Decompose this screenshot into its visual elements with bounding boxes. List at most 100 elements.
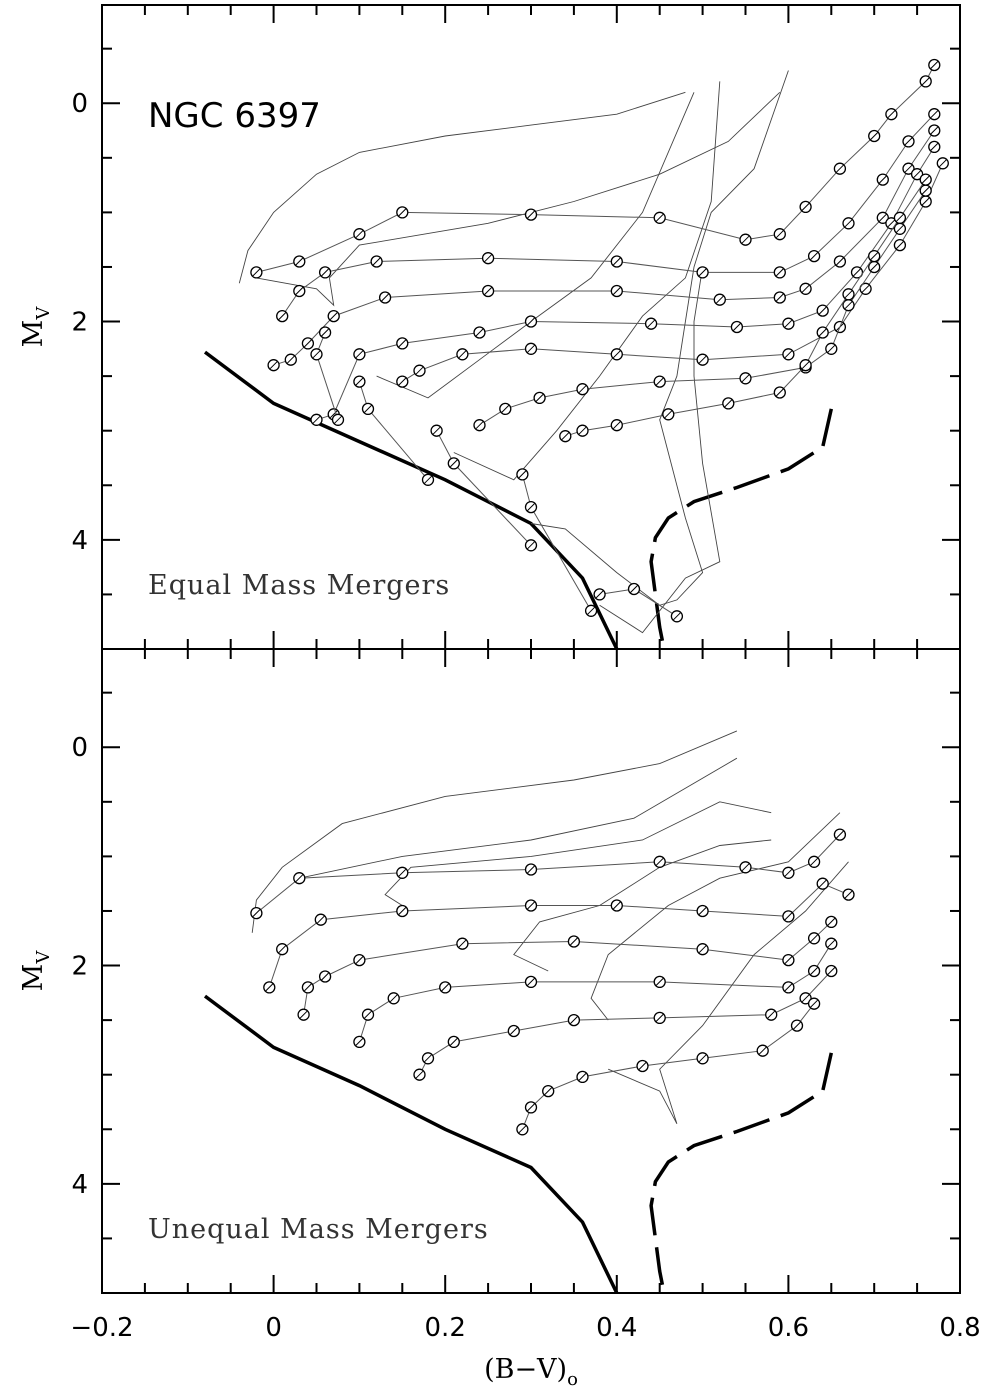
data-point-mark [578,1073,587,1081]
data-point-mark [827,344,836,353]
data-point-mark [887,219,896,228]
data-point-mark [904,137,913,146]
data-point-mark [432,426,441,435]
y-tick-label: 4 [71,526,88,556]
y-tick-label: 4 [71,1170,88,1200]
panel-top: 0 2 4 NGC 6397 Equal Mass Mergers [71,4,961,650]
x-axis-title-main: (B−V) [484,1354,567,1385]
data-point-mark [372,257,381,266]
data-point-mark [252,909,261,917]
data-point-mark [304,339,312,348]
zams-line [203,994,619,1294]
data-point-mark [878,213,887,222]
panel-bottom-series [203,730,855,1294]
data-point-mark [827,918,836,926]
data-point-mark [921,186,930,195]
data-point-mark [364,1010,372,1019]
data-point-mark [758,1046,767,1055]
data-point-mark [638,1062,647,1070]
isochrone-line [316,146,935,421]
data-point-mark [316,915,325,924]
data-point-mark [595,590,604,599]
data-point-mark [784,912,793,921]
data-point-mark [810,967,818,975]
isochrone-line [521,1003,815,1130]
data-point-mark [673,612,681,621]
data-point-mark [424,475,432,484]
data-point-mark [733,323,741,331]
data-point-mark [458,939,467,948]
data-point-mark [698,1054,707,1063]
data-point-mark [501,405,510,413]
data-point-mark [355,1038,364,1046]
data-point-mark [896,224,904,233]
data-point-mark [441,983,450,992]
data-point-mark [930,110,939,119]
data-point-mark [484,254,492,263]
data-point-mark [870,252,879,260]
data-point-mark [355,230,364,239]
data-point-mark [312,350,321,359]
y-axis-title-bottom: MV [18,950,54,992]
data-point-mark [561,432,570,441]
x-tick-label: 0.8 [939,1313,980,1343]
data-point-mark [527,541,535,550]
data-point-mark [544,1087,553,1095]
data-point-mark [304,983,312,992]
data-point-mark [389,994,398,1003]
data-point-mark [527,978,535,986]
data-point-mark [527,317,535,326]
isochrone-line [256,64,935,273]
y-tick-label: 0 [71,89,88,119]
data-point-mark [801,284,810,293]
data-point-mark [793,1021,801,1030]
data-point-mark [698,268,707,277]
data-point-mark [398,907,407,915]
data-point-mark [286,355,295,364]
data-point-mark [518,470,527,479]
data-point-mark [921,77,930,86]
data-point-mark [612,901,621,910]
data-point-mark [801,994,810,1003]
data-point-mark [810,999,818,1008]
data-point-mark [295,287,304,295]
data-point-mark [913,170,921,179]
data-point-mark [655,1014,664,1022]
data-point-mark [612,421,621,430]
data-point-mark [355,956,364,964]
data-point-mark [896,213,904,222]
data-point-mark [612,287,621,295]
track-line [384,801,772,906]
data-point-mark [836,164,844,173]
data-point-mark [329,312,338,320]
data-point-mark [921,197,930,206]
data-point-mark [415,1070,424,1079]
data-point-mark [921,175,930,184]
data-point-mark [535,394,544,402]
y-axis-title-main: M [18,964,49,992]
data-point-mark [458,350,467,359]
data-point-mark [475,421,484,430]
data-point-mark [655,857,664,866]
panel-bottom: 0 2 4 Unequal Mass Mergers [71,648,961,1294]
isochrone-line [268,883,849,988]
track-line [599,266,721,634]
isochrone-line [315,332,339,420]
track-line [238,91,686,284]
data-point-mark [612,257,621,266]
data-point-mark [527,1103,535,1112]
data-point-mark [784,868,793,877]
data-point-mark [475,328,484,337]
data-point-mark [878,175,887,184]
data-point-mark [509,1027,518,1035]
data-point-mark [775,230,784,239]
data-point-mark [870,263,879,271]
x-tick-label: −0.2 [70,1313,133,1343]
isochrone-line [303,921,832,1015]
y-tick-label: 0 [71,733,88,763]
data-point-mark [269,361,278,370]
data-point-mark [299,1010,308,1019]
data-point-mark [724,399,733,408]
isochrone-line [565,179,927,437]
data-point-mark [698,355,707,364]
